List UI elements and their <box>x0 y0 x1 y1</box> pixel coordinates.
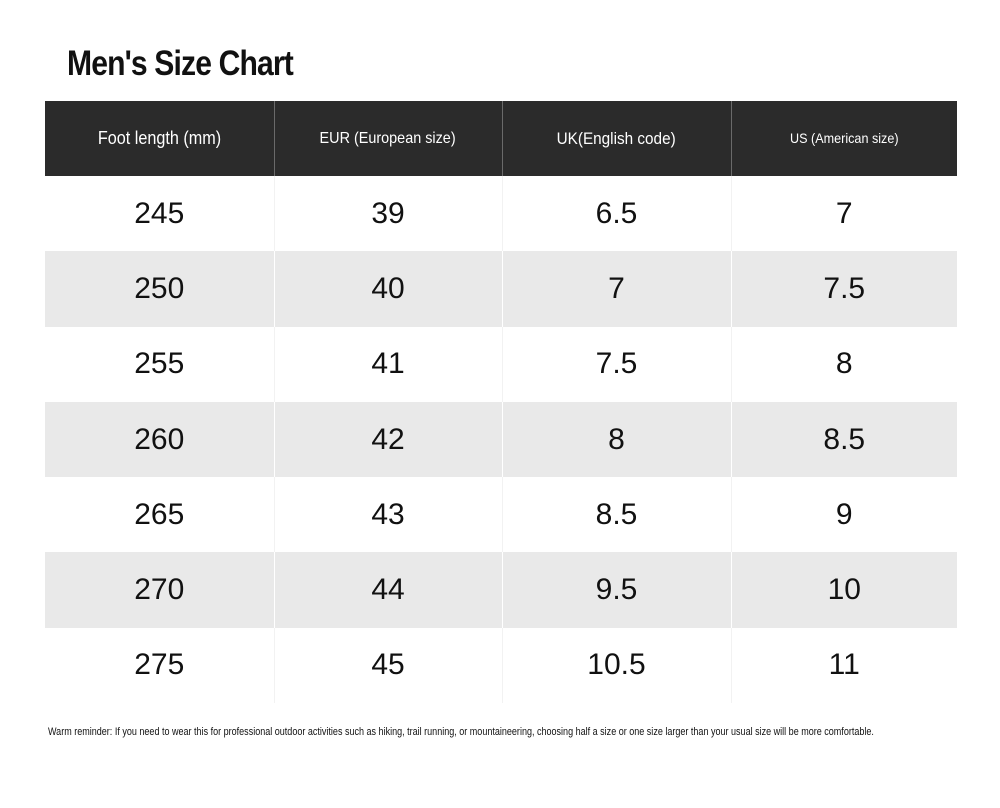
column-header-label: Foot length (mm) <box>97 128 221 148</box>
column-header-label: EUR (European size) <box>319 129 457 147</box>
table-row: 270 44 9.5 10 <box>45 552 957 628</box>
table-row: 260 42 8 8.5 <box>45 401 957 478</box>
table-row: 245 39 6.5 7 <box>45 176 957 252</box>
table-row: 265 43 8.5 9 <box>45 477 957 553</box>
cell-foot-length: 250 <box>45 251 275 327</box>
cell-foot-length: 245 <box>45 176 275 252</box>
table-body: 245 39 6.5 7 250 40 7 7.5 255 41 7.5 8 2… <box>45 176 957 704</box>
column-header-foot-length: Foot length (mm) <box>45 101 275 176</box>
cell-us: 8 <box>835 347 853 381</box>
cell-foot-length: 275 <box>45 627 275 704</box>
cell-eur: 39 <box>274 176 503 252</box>
column-header-us: US (American size) <box>731 101 957 176</box>
cell-uk: 10.5 <box>502 627 732 704</box>
cell-us: 7.5 <box>731 251 957 327</box>
cell-uk: 8 <box>502 401 732 478</box>
column-header-uk: UK(English code) <box>502 101 732 176</box>
size-chart-table: Foot length (mm) EUR (European size) UK(… <box>45 101 957 704</box>
column-header-label: UK(English code) <box>556 128 677 148</box>
table-row: 255 41 7.5 8 <box>45 326 957 402</box>
cell-uk: 7.5 <box>502 326 732 402</box>
table-row: 250 40 7 7.5 <box>45 251 957 327</box>
cell-eur: 40 <box>274 251 503 327</box>
page-title: Men's Size Chart <box>67 44 294 83</box>
cell-eur: 44 <box>274 552 503 628</box>
header-row: Foot length (mm) EUR (European size) UK(… <box>45 101 957 176</box>
cell-eur: 42 <box>274 401 503 478</box>
table-row: 275 45 10.5 11 <box>45 627 957 704</box>
cell-uk: 7 <box>502 251 732 327</box>
cell-foot-length: 260 <box>45 401 275 478</box>
cell-us: 9 <box>835 497 853 531</box>
cell-eur: 41 <box>274 326 503 402</box>
warm-reminder-note: Warm reminder: If you need to wear this … <box>48 726 874 738</box>
cell-foot-length: 255 <box>45 326 275 402</box>
cell-eur: 43 <box>274 477 503 553</box>
cell-uk: 9.5 <box>502 552 732 628</box>
cell-uk: 8.5 <box>502 477 732 553</box>
cell-eur: 45 <box>274 627 503 704</box>
cell-us: 8.5 <box>731 401 957 478</box>
table-header: Foot length (mm) EUR (European size) UK(… <box>45 101 957 176</box>
cell-foot-length: 270 <box>45 552 275 628</box>
cell-foot-length: 265 <box>45 477 275 553</box>
cell-us: 7 <box>835 196 853 230</box>
cell-uk: 6.5 <box>502 176 732 252</box>
column-header-eur: EUR (European size) <box>274 101 503 176</box>
cell-us: 10 <box>731 552 957 628</box>
column-header-label: US (American size) <box>789 129 899 146</box>
cell-us: 11 <box>828 648 860 682</box>
